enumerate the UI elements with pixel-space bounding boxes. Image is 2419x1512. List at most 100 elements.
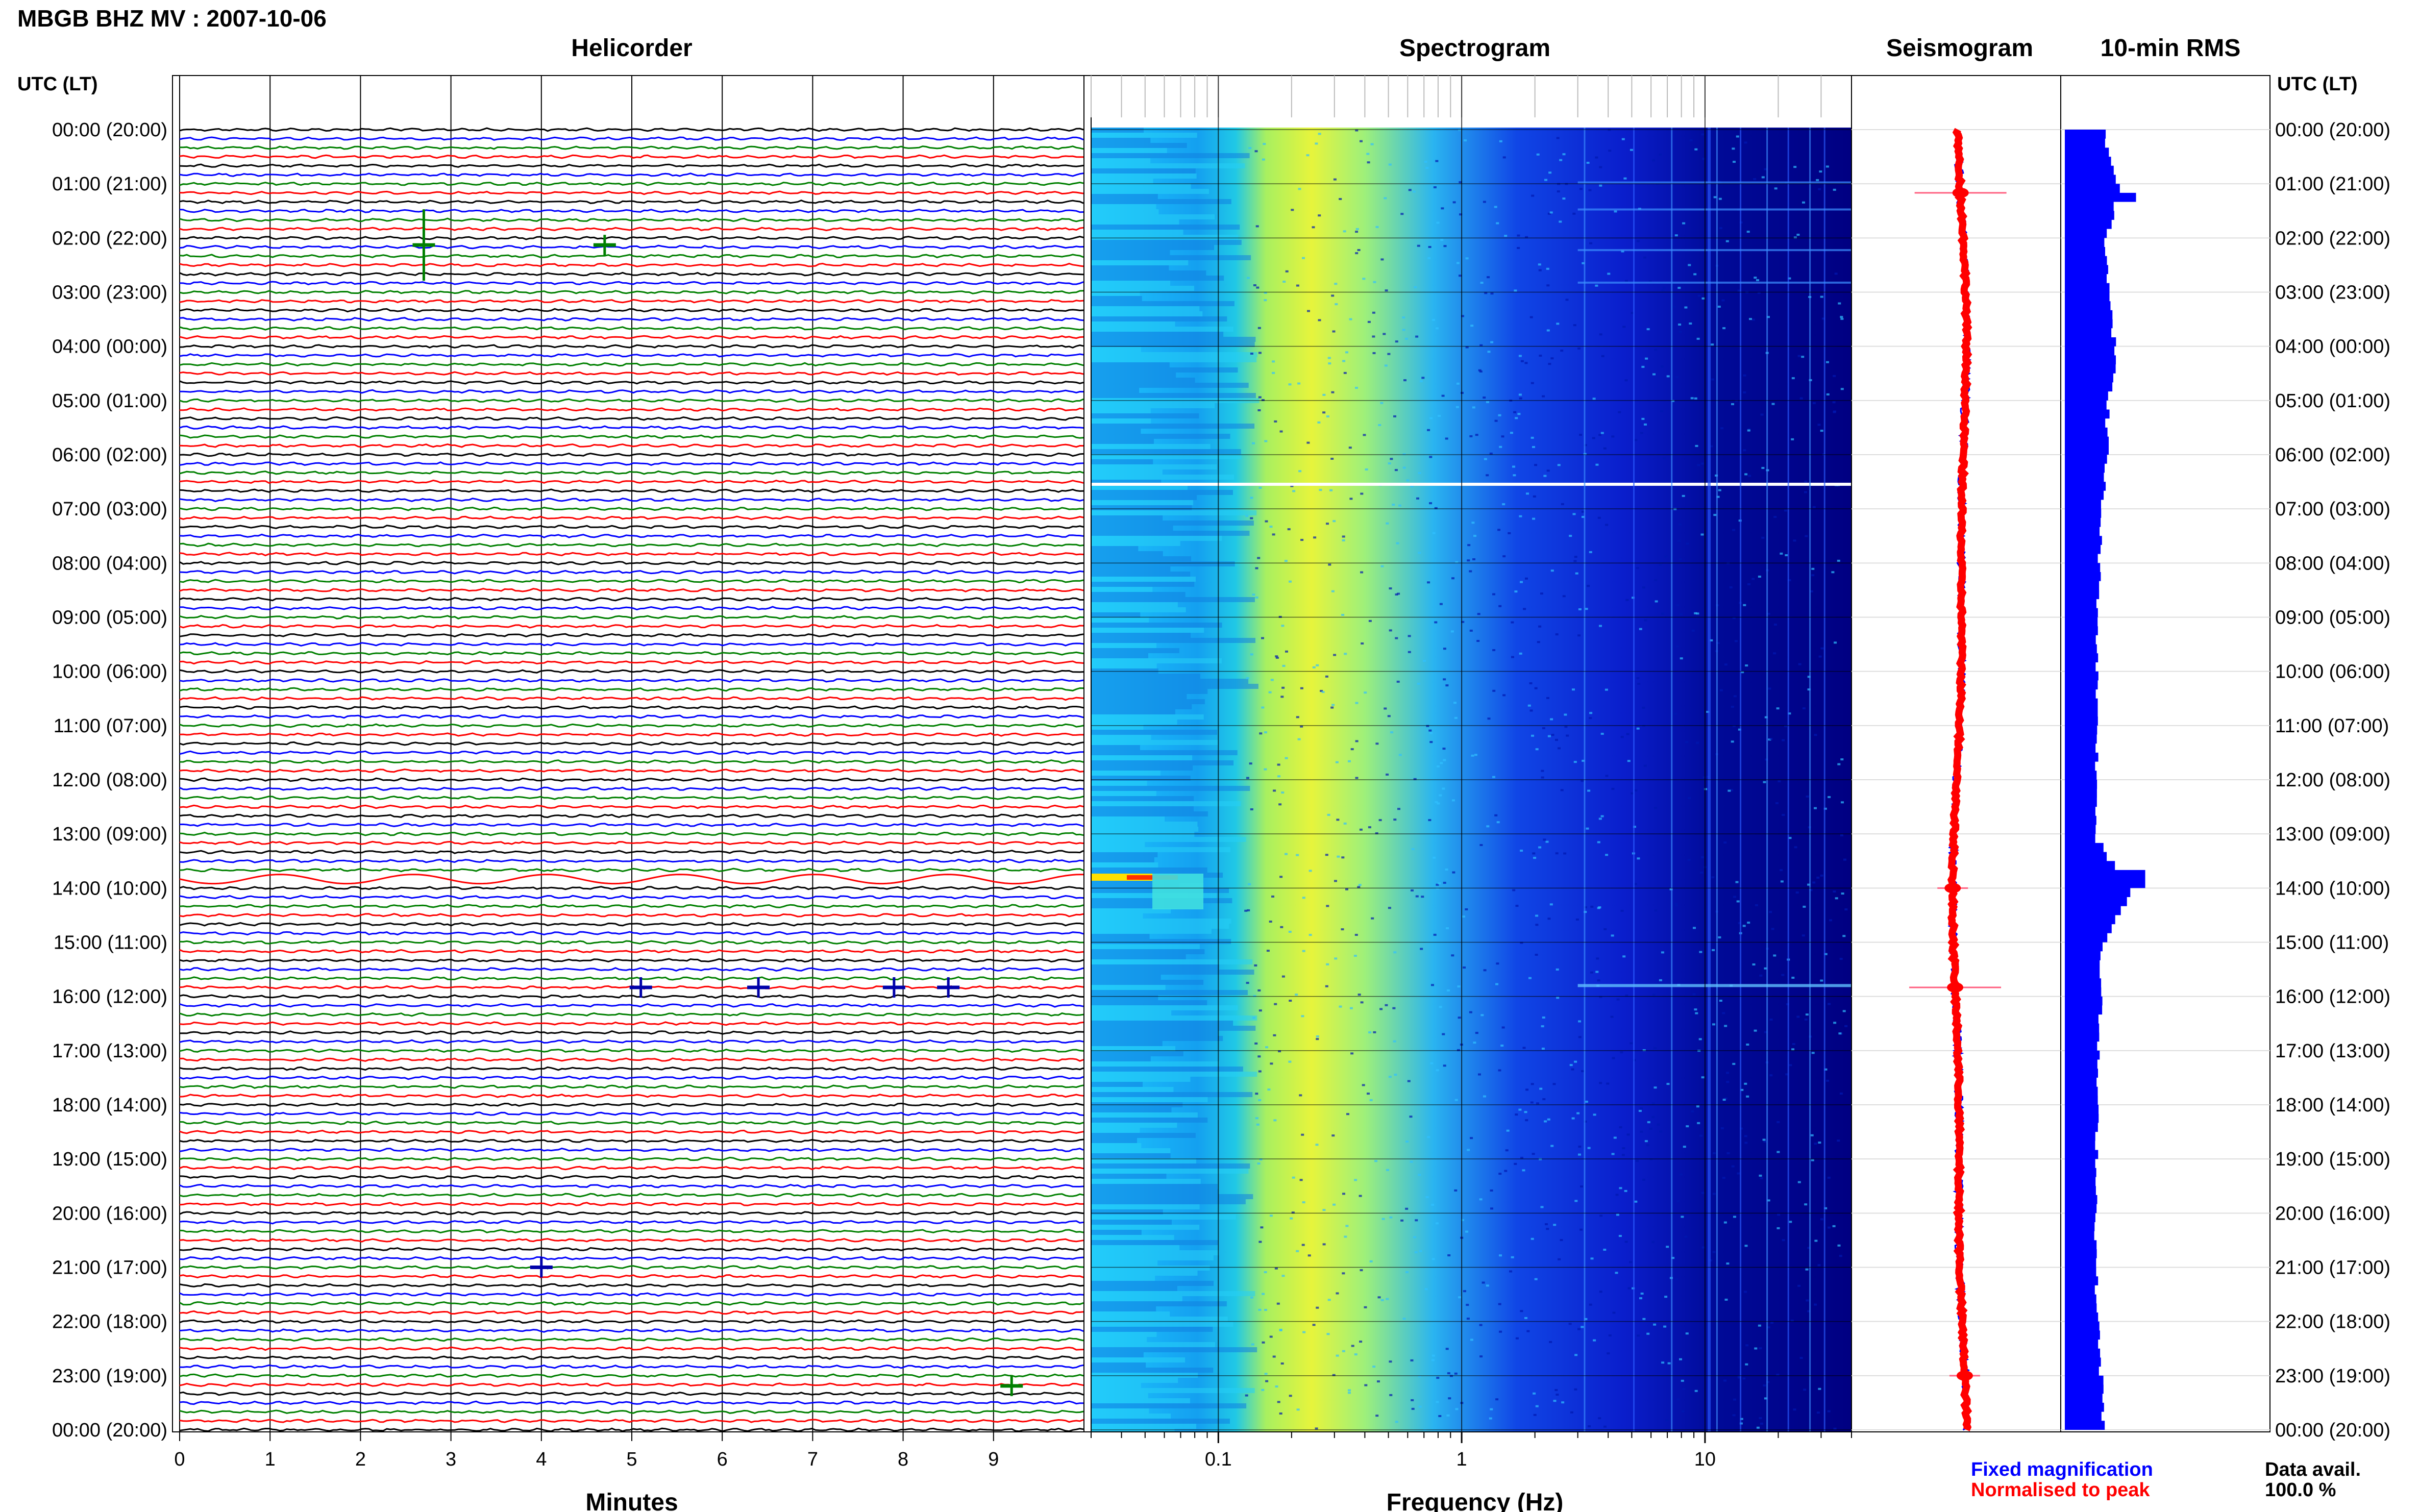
spectrogram-speckle	[1574, 556, 1577, 558]
spectrogram-speckle	[1326, 963, 1329, 965]
spectrogram-speckle	[1663, 1325, 1667, 1328]
spectrogram-speckle	[1627, 760, 1631, 762]
helicorder-trace	[179, 1166, 1084, 1171]
spectrogram-speckle	[1549, 211, 1553, 214]
spectrogram-speckle	[1599, 184, 1602, 187]
spectrogram-speckle	[1826, 361, 1829, 363]
time-axis-right: 00:00 (20:00)01:00 (21:00)02:00 (22:00)0…	[2275, 119, 2390, 1441]
spectrogram-speckle	[1368, 826, 1371, 829]
helicorder-trace	[179, 335, 1084, 340]
spectrogram-speckle	[1473, 535, 1476, 537]
spectrogram-speckle	[1490, 1408, 1493, 1410]
spectrogram-speckle	[1629, 1261, 1633, 1263]
spectrogram-speckle	[1587, 789, 1591, 792]
spectrogram-speckle	[1362, 1084, 1365, 1086]
utc-header-left: UTC (LT)	[17, 73, 98, 95]
spectrogram-speckle	[1679, 1173, 1683, 1176]
spectrogram-speckle	[1326, 523, 1329, 525]
spectrogram-speckle	[1732, 529, 1736, 531]
spectrogram-speckle	[1647, 1121, 1650, 1124]
spectrogram-speckle	[1785, 1073, 1789, 1076]
spectrogram-speckle	[1259, 1158, 1263, 1161]
spectrogram-speckle	[1642, 1049, 1646, 1051]
spectrogram-speckle	[1586, 827, 1589, 830]
spectrogram-speckle	[1393, 951, 1397, 954]
spectrogram-speckle	[1470, 1339, 1473, 1341]
spectrogram-speckle	[1764, 1031, 1767, 1033]
spectrogram-x-ticks: 0.1 1 10	[1091, 76, 1852, 1470]
spectrogram-speckle	[1671, 1257, 1675, 1259]
spectrogram-speckle	[1355, 231, 1359, 233]
spectrogram-speckle	[1386, 1169, 1389, 1171]
spectrogram-speckle	[1834, 272, 1838, 275]
helicorder-trace	[179, 127, 1084, 132]
spectrogram-speckle	[1833, 411, 1836, 413]
spectrogram-speckle	[1675, 645, 1679, 648]
spectrogram-speckle	[1724, 1025, 1727, 1027]
spectrogram-speckle	[1450, 630, 1454, 633]
spectrogram-speckle	[1725, 240, 1729, 242]
spectrogram-speckle	[1341, 614, 1345, 616]
spectrogram-speckle	[1328, 362, 1331, 365]
spectrogram-speckle	[1261, 1389, 1265, 1391]
spectrogram-speckle	[1280, 1362, 1284, 1365]
spectrogram-speckle	[1369, 1099, 1373, 1101]
spectrogram-speckle	[1274, 1003, 1277, 1005]
spectrogram-speckle	[1434, 507, 1438, 509]
spectrogram-speckle	[1467, 1149, 1470, 1151]
spectrogram-row	[1091, 663, 1157, 668]
spectrogram-speckle	[1421, 896, 1424, 898]
spectrogram-row	[1091, 1199, 1246, 1204]
spectrogram-speckle	[1245, 515, 1249, 517]
spectrogram-speckle	[1812, 506, 1816, 508]
spectrogram-speckle	[1599, 1291, 1602, 1293]
spectrogram-speckle	[1359, 1195, 1362, 1197]
spectrogram-speckle	[1432, 532, 1436, 534]
spectrogram-speckle	[1390, 458, 1393, 460]
spectrogram-speckle	[1279, 1412, 1282, 1415]
spectrogram-speckle	[1342, 1193, 1345, 1195]
spectrogram-row	[1091, 189, 1210, 194]
spectrogram-speckle	[1538, 269, 1542, 271]
spectrogram-speckle	[1367, 320, 1371, 323]
spectrogram-speckle	[1514, 289, 1517, 292]
spectrogram-speckle	[1641, 365, 1645, 368]
helicorder-tick-label: 2	[355, 1449, 366, 1470]
spectrogram-row	[1091, 454, 1242, 459]
spectrogram-row	[1091, 959, 1253, 964]
spectrogram-row	[1091, 128, 1144, 133]
spectrogram-speckle	[1607, 272, 1611, 275]
helicorder-trace	[179, 425, 1084, 430]
spectrogram-speckle	[1292, 490, 1296, 492]
helicorder-trace	[179, 262, 1084, 267]
spectrogram-speckle	[1390, 731, 1394, 734]
helicorder-trace	[179, 488, 1084, 493]
spectrogram-speckle	[1664, 1296, 1668, 1298]
spectrogram-speckle	[1275, 657, 1279, 659]
spectrogram-speckle	[1711, 876, 1715, 879]
spectrogram-row	[1091, 602, 1178, 607]
spectrogram-row	[1091, 714, 1204, 720]
spectrogram-speckle	[1498, 1303, 1501, 1305]
helicorder-trace	[179, 886, 1084, 890]
spectrogram-speckle	[1349, 498, 1353, 500]
spectrogram-speckle	[1840, 317, 1844, 320]
spectrogram-speckle	[1256, 1123, 1260, 1126]
helicorder-trace	[179, 1319, 1084, 1324]
spectrogram-speckle	[1364, 691, 1367, 694]
time-label-left: 13:00 (09:00)	[52, 824, 167, 845]
spectrogram-speckle	[1397, 808, 1400, 810]
helicorder-trace	[179, 1364, 1084, 1369]
spectrogram-speckle	[1405, 1207, 1409, 1210]
panel-title-spectrogram: Spectrogram	[1399, 35, 1550, 62]
spectrogram-speckle	[1277, 763, 1280, 766]
spectrogram-speckle	[1368, 1031, 1372, 1034]
spectrogram-speckle	[1413, 778, 1417, 780]
spectrogram-row	[1091, 709, 1175, 714]
helicorder-trace	[179, 154, 1083, 159]
spectrogram-speckle	[1573, 324, 1576, 327]
helicorder-trace	[180, 759, 1084, 764]
spectrogram-speckle	[1418, 1405, 1422, 1408]
spectrogram-speckle	[1535, 914, 1539, 917]
spectrogram-row	[1091, 633, 1191, 638]
